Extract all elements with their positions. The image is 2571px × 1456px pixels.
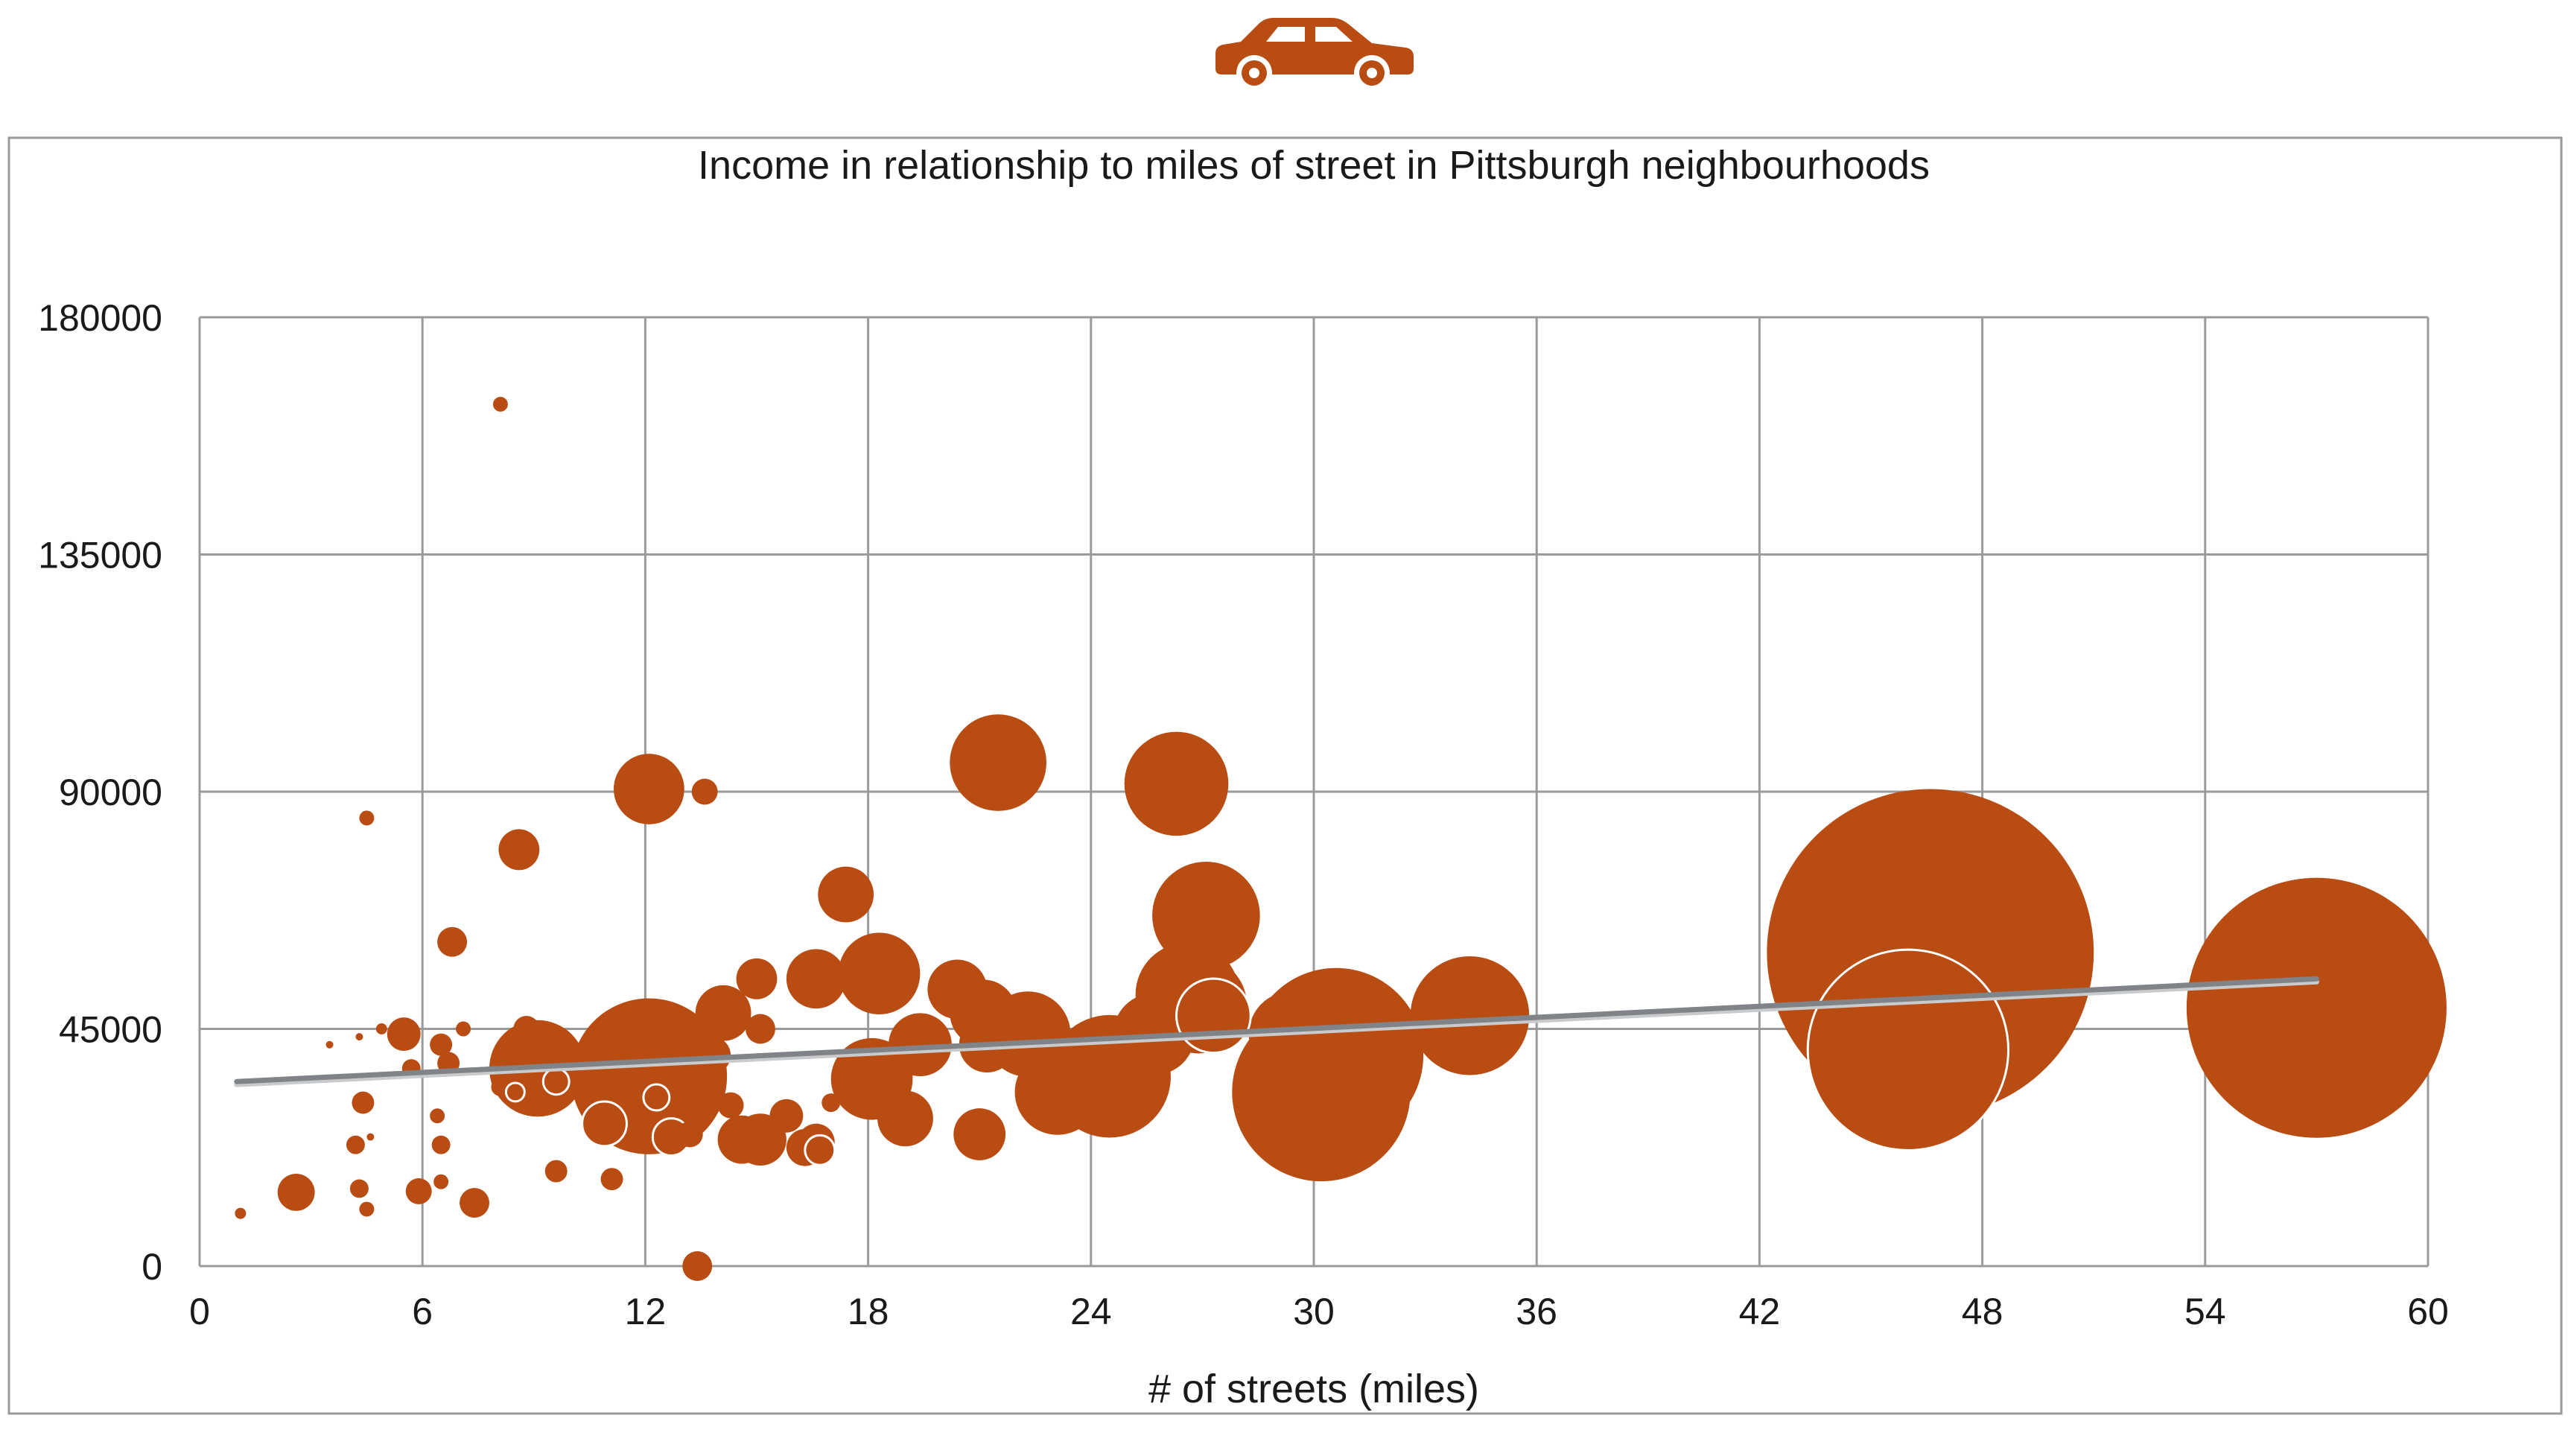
bubble — [821, 1093, 841, 1113]
bubble — [1124, 731, 1229, 836]
car-hub — [1367, 68, 1377, 78]
y-tick-label: 135000 — [38, 535, 162, 576]
bubble — [492, 396, 508, 412]
bubble — [366, 1133, 375, 1141]
bubble — [927, 959, 988, 1020]
trendline-line — [234, 976, 2319, 1084]
bubble — [614, 754, 684, 824]
bubble — [2186, 877, 2447, 1138]
trendline — [234, 976, 2319, 1087]
bubble — [838, 932, 921, 1015]
bubble — [437, 926, 468, 957]
bubble — [513, 1016, 540, 1042]
bubble — [544, 1160, 568, 1183]
bubble — [541, 1067, 571, 1096]
bubble — [359, 810, 375, 826]
bubble — [1410, 956, 1530, 1075]
bubble — [642, 1083, 671, 1112]
car-window — [1315, 27, 1353, 42]
bubble — [277, 1173, 315, 1211]
bubble — [433, 1174, 449, 1189]
chart-frame — [7, 136, 2563, 1415]
bubble — [352, 1091, 375, 1114]
bubble — [786, 949, 846, 1009]
bubble — [346, 1135, 365, 1154]
bubble — [600, 1168, 623, 1191]
bubble — [717, 1092, 744, 1119]
x-tick-label: 30 — [1293, 1291, 1335, 1332]
y-tick-label: 180000 — [38, 297, 162, 339]
bubble — [387, 1017, 421, 1052]
x-tick-label: 0 — [189, 1291, 210, 1332]
bubble — [1175, 977, 1252, 1055]
bubble — [431, 1135, 451, 1154]
x-tick-label: 48 — [1962, 1291, 2003, 1332]
car-window — [1266, 27, 1305, 42]
bubble — [769, 1099, 804, 1133]
bubble — [349, 1179, 369, 1198]
bubble — [1152, 862, 1260, 970]
x-axis-label: # of streets (miles) — [1148, 1367, 1479, 1411]
bubble — [953, 1108, 1006, 1160]
x-tick-label: 6 — [412, 1291, 433, 1332]
x-tick-label: 18 — [848, 1291, 889, 1332]
bubble — [460, 1188, 489, 1218]
bubble — [581, 1100, 628, 1148]
x-tick-label: 60 — [2407, 1291, 2449, 1332]
bubble — [676, 1121, 703, 1148]
bubble — [691, 778, 718, 805]
bubble — [375, 1023, 387, 1034]
chart-title: Income in relationship to miles of stree… — [698, 143, 1930, 188]
bubble — [746, 1014, 775, 1044]
bubble — [877, 1090, 933, 1147]
bubble — [405, 1178, 432, 1204]
bubble — [818, 866, 874, 923]
bubble — [717, 1115, 766, 1164]
bubble — [695, 985, 751, 1041]
x-tick-label: 24 — [1070, 1291, 1112, 1332]
trendline-shadow — [234, 979, 2319, 1087]
bubble — [950, 714, 1046, 811]
y-tick-label: 90000 — [59, 772, 162, 813]
bubble — [430, 1108, 445, 1124]
bubble — [889, 1013, 952, 1077]
x-tick-label: 54 — [2184, 1291, 2226, 1332]
bubble — [456, 1021, 471, 1037]
bubble — [325, 1040, 334, 1049]
y-tick-label: 45000 — [59, 1009, 162, 1051]
y-axis-ticks: 0 45000 90000 135000 180000 — [38, 297, 162, 1288]
bubble — [504, 1081, 526, 1103]
bubble — [359, 1201, 375, 1217]
bubble — [804, 1134, 836, 1166]
x-tick-label: 42 — [1739, 1291, 1781, 1332]
bubble — [736, 958, 778, 999]
bubble — [355, 1033, 363, 1041]
x-axis-ticks: 0 6 12 18 24 30 36 42 48 54 60 — [189, 1291, 2449, 1332]
bubble — [498, 829, 540, 871]
bubble — [693, 1036, 731, 1074]
bubble — [1806, 948, 2010, 1151]
bubble — [682, 1251, 713, 1281]
bubble — [235, 1207, 247, 1219]
x-tick-label: 36 — [1516, 1291, 1557, 1332]
car-icon — [1215, 18, 1414, 91]
bubble — [430, 1033, 453, 1056]
x-tick-label: 12 — [625, 1291, 667, 1332]
y-tick-label: 0 — [142, 1246, 162, 1288]
car-hub — [1249, 68, 1259, 78]
